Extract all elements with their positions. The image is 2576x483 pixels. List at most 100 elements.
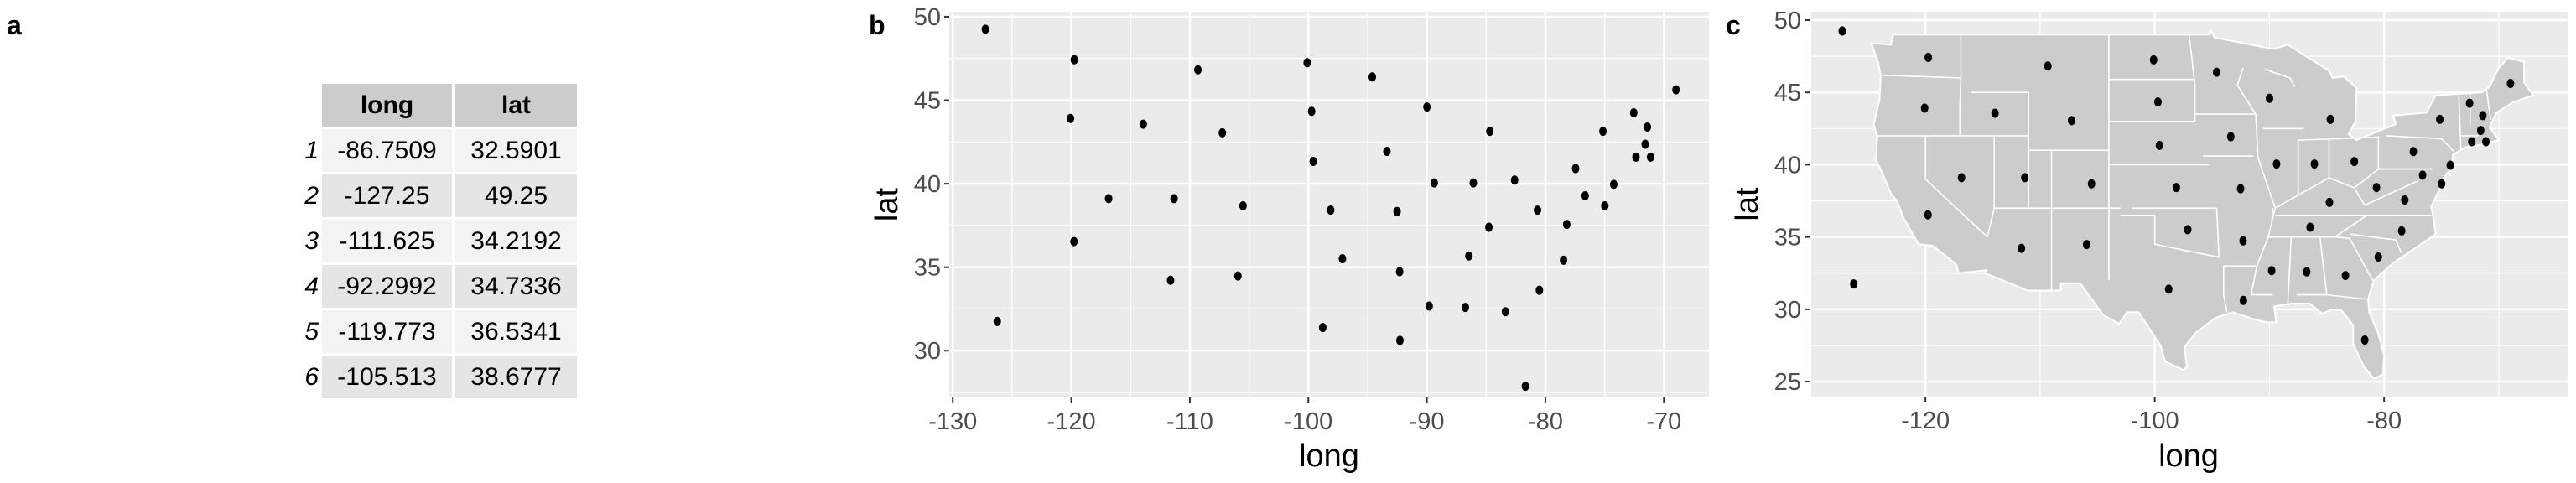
cell-long: -119.773 <box>322 310 452 353</box>
data-point <box>1338 254 1347 264</box>
data-point <box>1632 152 1640 162</box>
cell-long: -105.513 <box>322 356 452 398</box>
panel-label-b: b <box>869 10 886 40</box>
data-point <box>2172 183 2180 193</box>
table-row: 4 -92.2992 34.7336 <box>285 265 580 308</box>
y-tick-label: 30 <box>1774 297 1801 324</box>
data-point <box>2506 78 2515 88</box>
panel-label-a: a <box>7 10 22 40</box>
state-border <box>1879 74 1961 79</box>
data-point <box>1850 279 1858 289</box>
data-point <box>2482 137 2490 147</box>
row-index: 6 <box>304 362 319 391</box>
y-tick-label: 30 <box>914 338 941 365</box>
data-point <box>1581 190 1589 200</box>
state-border <box>2326 293 2366 300</box>
data-point <box>2239 295 2247 305</box>
data-point <box>1425 301 1433 311</box>
y-tick-label: 35 <box>1774 225 1801 252</box>
header-long: long <box>322 84 452 127</box>
state-border <box>2120 214 2220 258</box>
data-point <box>1924 210 1932 220</box>
data-point <box>1924 52 1933 62</box>
data-point <box>1318 323 1327 333</box>
data-point <box>2153 97 2162 107</box>
y-tick-label: 40 <box>914 171 941 198</box>
state-border <box>2353 179 2419 206</box>
state-border <box>2264 68 2296 87</box>
state-border <box>2222 266 2228 313</box>
data-point <box>2155 140 2163 150</box>
data-point <box>1423 102 1431 112</box>
state-border <box>2188 34 2196 122</box>
data-point <box>2350 157 2359 167</box>
data-point <box>993 316 1001 326</box>
data-point <box>1327 205 1335 216</box>
data-point <box>1307 106 1316 117</box>
data-point <box>1303 58 1311 68</box>
data-point <box>1629 107 1638 117</box>
x-tick-label: -80 <box>1528 408 1563 435</box>
data-point <box>1838 26 1846 36</box>
y-tick-label: 25 <box>1774 369 1801 396</box>
data-point <box>1395 335 1404 345</box>
data-point <box>2021 173 2029 183</box>
data-point <box>1560 255 1568 265</box>
data-point <box>2082 240 2090 250</box>
data-point <box>1170 194 1178 204</box>
state-border <box>2287 236 2293 304</box>
x-tick-label: -120 <box>1047 408 1096 435</box>
cell-lat: 32.5901 <box>455 129 577 172</box>
data-point <box>2044 61 2052 71</box>
data-point <box>1462 303 1470 313</box>
data-point <box>2306 222 2314 232</box>
data-point <box>1218 127 1227 138</box>
cell-long: -111.625 <box>322 220 452 262</box>
data-point <box>2087 179 2096 189</box>
data-point <box>1395 267 1404 277</box>
data-point <box>1166 275 1175 285</box>
x-tick-label: -70 <box>1646 408 1681 435</box>
data-point <box>1646 152 1654 162</box>
table-row: 1 -86.7509 32.5901 <box>285 129 580 172</box>
cell-long: -127.25 <box>322 174 452 217</box>
data-point <box>1534 205 1542 216</box>
state-border <box>1959 34 1962 136</box>
data-point <box>2310 159 2319 169</box>
data-table: long lat 1 -86.7509 32.5901 2 -127.25 49.25 3-… <box>285 84 580 401</box>
data-point <box>1469 178 1478 188</box>
x-tick-label: -100 <box>1284 408 1332 435</box>
data-point <box>1486 127 1494 137</box>
data-point <box>1239 200 1247 210</box>
data-point <box>2374 252 2382 262</box>
data-point <box>2468 137 2476 147</box>
cell-lat: 34.7336 <box>455 265 577 308</box>
data-point <box>2267 266 2276 276</box>
data-point <box>2184 225 2192 235</box>
data-point <box>1991 108 1999 118</box>
table-row: 5 -119.773 36.5341 <box>285 310 580 353</box>
data-point <box>2325 197 2334 207</box>
data-point <box>1609 179 1618 190</box>
data-point <box>2372 183 2381 193</box>
y-axis-title: lat <box>1730 187 1765 221</box>
state-border <box>2298 136 2379 141</box>
data-point <box>2360 335 2369 345</box>
data-point <box>1368 72 1377 82</box>
data-point <box>2149 55 2158 65</box>
data-point <box>2326 114 2334 124</box>
state-border <box>2274 168 2379 209</box>
state-border <box>2236 67 2257 115</box>
state-border <box>2458 92 2462 151</box>
data-point <box>1535 285 1544 295</box>
data-point <box>2465 98 2474 108</box>
y-tick-label: 45 <box>1774 80 1801 106</box>
y-tick-label: 50 <box>914 4 941 31</box>
data-point <box>1383 147 1391 157</box>
y-tick-label: 35 <box>914 255 941 282</box>
data-point <box>2272 159 2281 169</box>
row-index: 1 <box>304 136 319 164</box>
y-tick-label: 40 <box>1774 152 1801 179</box>
data-point <box>1641 139 1649 149</box>
